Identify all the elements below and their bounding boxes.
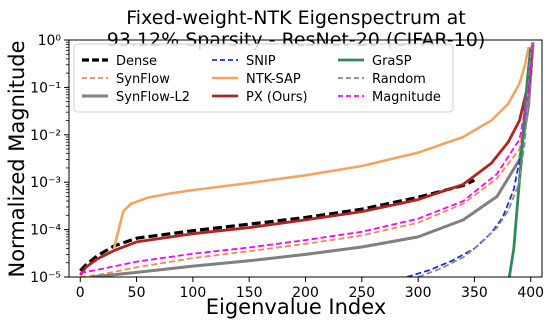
y-tick-label: 10⁰ <box>38 33 62 49</box>
y-tick-label: 10⁻⁵ <box>30 270 61 286</box>
legend-label: Magnitude <box>372 90 441 105</box>
series-line-synflow <box>80 44 534 277</box>
y-tick-label: 10⁻² <box>30 128 61 144</box>
y-tick-label: 10⁻⁴ <box>30 223 61 239</box>
y-tick-label: 10⁻¹ <box>30 80 61 96</box>
legend-label: SNIP <box>246 54 276 69</box>
legend-label: Random <box>372 72 426 87</box>
x-tick-label: 400 <box>517 285 544 301</box>
series-layer <box>79 42 535 277</box>
series-line-px-ours <box>79 50 534 276</box>
x-tick-label: 0 <box>76 285 85 301</box>
legend: Dense SynFlow SynFlow-L2 SNIP NTK-SAP PX (Our… <box>73 43 454 113</box>
y-ticks: 10⁻⁵ 10⁻⁴ 10⁻³ 10⁻² 10⁻¹ 10⁰ <box>30 33 69 286</box>
legend-label: Dense <box>116 54 157 69</box>
series-line-grasp <box>507 47 533 277</box>
x-tick-label: 350 <box>461 285 488 301</box>
x-tick-label: 100 <box>180 285 207 301</box>
legend-label: PX (Ours) <box>246 90 308 105</box>
series-line-random <box>417 42 533 277</box>
legend-label: SynFlow-L2 <box>116 90 190 105</box>
x-tick-label: 200 <box>292 285 319 301</box>
x-tick-label: 250 <box>348 285 375 301</box>
series-line-ntk-sap <box>112 47 530 249</box>
legend-label: SynFlow <box>116 72 170 87</box>
y-axis-label: Normalized Magnitude <box>5 40 29 277</box>
x-axis-label: Eigenvalue Index <box>206 295 387 319</box>
x-tick-label: 150 <box>236 285 263 301</box>
legend-label: GraSP <box>372 54 412 69</box>
plot-area: 0 50 100 150 200 250 300 350 400 10⁻⁵10⁻⁴10⁻³10⁻… <box>30 33 544 301</box>
y-tick-label: 10⁻³ <box>30 175 61 191</box>
chart-title-line-1: Fixed-weight-NTK Eigenspectrum at <box>126 7 465 29</box>
x-ticks: 0 50 100 150 200 250 300 350 400 <box>76 277 544 301</box>
series-line-dense <box>79 178 476 272</box>
x-tick-label: 50 <box>128 285 146 301</box>
series-line-magnitude <box>80 44 534 275</box>
legend-label: NTK-SAP <box>246 72 301 87</box>
x-tick-label: 300 <box>405 285 432 301</box>
